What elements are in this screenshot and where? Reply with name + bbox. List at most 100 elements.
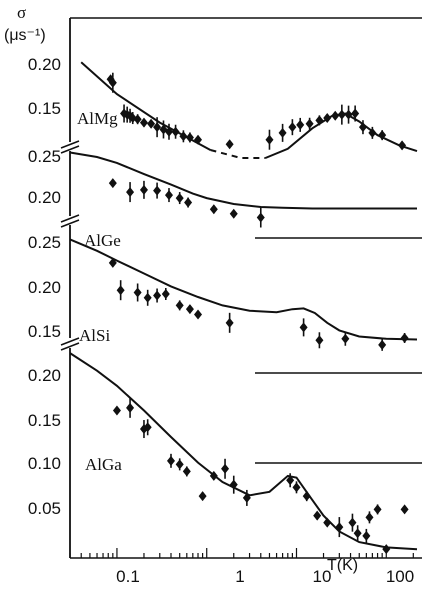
alsi-point [341, 333, 350, 344]
alga-point [323, 517, 332, 528]
alga-point [242, 492, 251, 503]
almg-point [278, 127, 287, 138]
alga-point [313, 510, 322, 521]
alge-point [256, 212, 265, 223]
alsi-point [108, 257, 117, 268]
almg-point [398, 140, 407, 151]
almg-point [323, 113, 332, 124]
alsi-point [153, 290, 162, 301]
axis-break-3 [60, 337, 80, 351]
x-tick-label: 1 [235, 567, 244, 586]
alga-point [335, 522, 344, 533]
alga-point [348, 517, 357, 528]
y-axis-title: σ [17, 3, 26, 22]
data-marks [69, 61, 418, 555]
almg-fit-curve [265, 112, 418, 159]
alsi-point [378, 339, 387, 350]
y-tick-label: 0.05 [28, 499, 61, 518]
almg-point [265, 134, 274, 145]
alga-point [302, 491, 311, 502]
alga-fit-curve [69, 352, 418, 551]
almg-point [153, 122, 162, 133]
alsi-point [400, 333, 409, 343]
axis-break-2 [60, 214, 80, 228]
y-axis-unit: (μs⁻¹) [4, 27, 46, 44]
alga-point [382, 544, 391, 555]
alge-point [175, 193, 184, 204]
almg-point [351, 108, 360, 119]
x-tick-label: 100 [386, 567, 414, 586]
alsi-point [175, 300, 184, 311]
x-tick-label: 0.1 [116, 567, 140, 586]
almg-point [315, 115, 324, 126]
alga-point [175, 459, 184, 470]
series-label-alsi: AlSi [79, 326, 110, 345]
y-tick-label: 0.20 [28, 278, 61, 297]
alga-point [365, 512, 374, 523]
almg-point [108, 77, 117, 88]
alsi-point [315, 335, 324, 346]
alga-point [198, 491, 207, 502]
alga-point [166, 455, 175, 466]
almg-point [344, 109, 353, 120]
almg-point [147, 118, 156, 129]
almg-point [368, 127, 377, 138]
alga-point [229, 479, 238, 490]
almg-point [305, 118, 314, 129]
alsi-point [185, 304, 194, 315]
alga-point [143, 422, 152, 433]
plot-frame [60, 17, 422, 559]
almg-point [331, 110, 340, 121]
alge-point [153, 185, 162, 196]
alge-fit-curve [69, 151, 417, 210]
alsi-point [194, 309, 203, 320]
almg-point [194, 134, 203, 145]
almg-point [133, 114, 142, 125]
series-label-alga: AlGa [85, 455, 122, 474]
almg-point [296, 119, 305, 130]
alsi-point [133, 287, 142, 298]
almg-point [358, 122, 367, 133]
alga-point [362, 530, 371, 541]
alge-point [209, 204, 218, 215]
alge-point [139, 184, 148, 195]
alge-point [108, 178, 117, 189]
almg-point [185, 132, 194, 143]
almg-point [378, 130, 387, 141]
y-tick-label: 0.20 [28, 55, 61, 74]
alga-point [126, 402, 135, 413]
y-tick-label: 0.15 [28, 322, 61, 341]
almg-fit-dashed [210, 149, 266, 159]
y-tick-label: 0.15 [28, 411, 61, 430]
alga-point [353, 528, 362, 539]
alga-point [209, 470, 218, 481]
y-tick-label: 0.20 [28, 366, 61, 385]
alsi-point [299, 322, 308, 333]
almg-point [179, 131, 188, 142]
alsi-point [116, 285, 125, 296]
x-tick-label: 10 [313, 567, 332, 586]
alga-point [400, 504, 409, 515]
alga-point [292, 482, 301, 493]
alsi-point [161, 289, 170, 299]
y-tick-label: 0.15 [28, 99, 61, 118]
y-tick-label: 0.25 [28, 233, 61, 252]
almg-point [225, 139, 234, 150]
axis-ticks [69, 548, 414, 558]
alga-point [373, 504, 382, 515]
almg-point [139, 117, 148, 128]
alsi-point [143, 292, 152, 303]
alge-point [164, 190, 173, 201]
alga-point [182, 466, 191, 477]
axis-break-1 [60, 140, 80, 154]
alga-point [221, 463, 230, 474]
alge-point [229, 208, 238, 219]
alga-point [112, 405, 121, 416]
almg-point [171, 126, 180, 137]
alge-point [184, 197, 193, 208]
almg-point [288, 122, 297, 133]
alga-point [286, 475, 295, 486]
series-label-alge: AlGe [84, 231, 121, 250]
almg-point [164, 126, 173, 137]
